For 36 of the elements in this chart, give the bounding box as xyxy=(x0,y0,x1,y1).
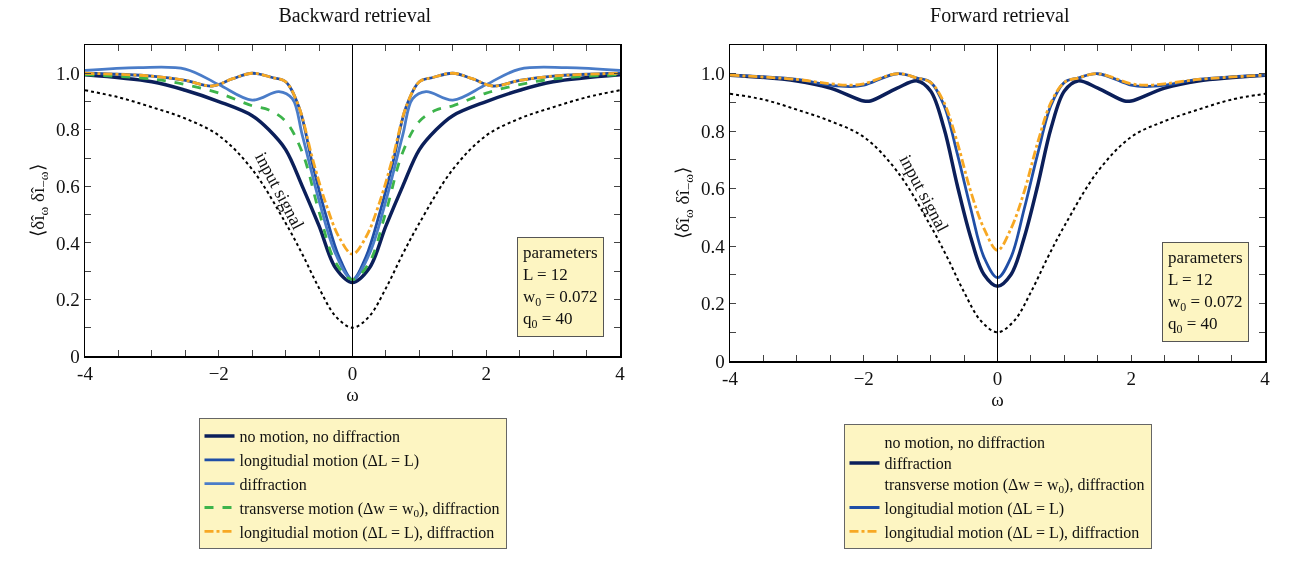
x-tick-label: -4 xyxy=(722,368,739,390)
x-tick-label: 2 xyxy=(481,363,491,385)
y-tick-label: 0 xyxy=(70,345,80,367)
x-tick-label: 0 xyxy=(347,363,358,385)
legend-label: longitudial motion (ΔL = L) xyxy=(239,452,420,471)
legend-label: diffraction xyxy=(239,475,307,493)
legend-label: longitudial motion (ΔL = L) xyxy=(884,499,1065,518)
annotation: parameters L = 12 w$_{0}$ = 0.072 q$_{0}$ = 40 xyxy=(523,243,598,331)
x-tick-label: 4 xyxy=(615,363,626,385)
chart-title: Forward retrieval xyxy=(930,4,1070,27)
x-tick-label: −2 xyxy=(208,363,229,385)
x-tick-label: −2 xyxy=(853,368,874,390)
y-tick-label: 0.8 xyxy=(55,119,80,141)
annotation: input signal xyxy=(895,151,953,236)
y-tick-label: 1.0 xyxy=(700,63,725,85)
y-tick-label: 0.4 xyxy=(55,232,81,254)
y-tick-label: 0.2 xyxy=(700,293,725,315)
chart-title: Backward retrieval xyxy=(278,4,432,27)
x-tick-label: -4 xyxy=(77,363,94,385)
annotation: input signal xyxy=(250,148,309,233)
legend-label: no motion, no diffraction xyxy=(239,428,401,446)
legend-label: longitudial motion (ΔL = L), diffraction xyxy=(239,523,495,542)
legend-label: longitudial motion (ΔL = L), diffraction xyxy=(884,523,1140,542)
y-tick-label: 0.8 xyxy=(700,120,725,142)
y-tick-label: 0.4 xyxy=(700,235,726,257)
x-axis-title: ω xyxy=(991,389,1004,411)
annotation: parameters L = 12 w$_{0}$ = 0.072 q$_{0}$ = 40 xyxy=(1168,248,1243,336)
y-tick-label: 1.0 xyxy=(55,62,80,84)
x-tick-label: 4 xyxy=(1260,368,1271,390)
y-tick-label: 0.6 xyxy=(700,178,725,200)
y-tick-label: 0.6 xyxy=(55,176,80,198)
legend-label: transverse motion (Δw = w$_{0}$), diffraction xyxy=(239,499,500,520)
x-tick-label: 2 xyxy=(1126,368,1136,390)
x-tick-label: 0 xyxy=(992,368,1003,390)
y-tick-label: 0.2 xyxy=(55,289,80,311)
x-axis-title: ω xyxy=(346,384,359,406)
